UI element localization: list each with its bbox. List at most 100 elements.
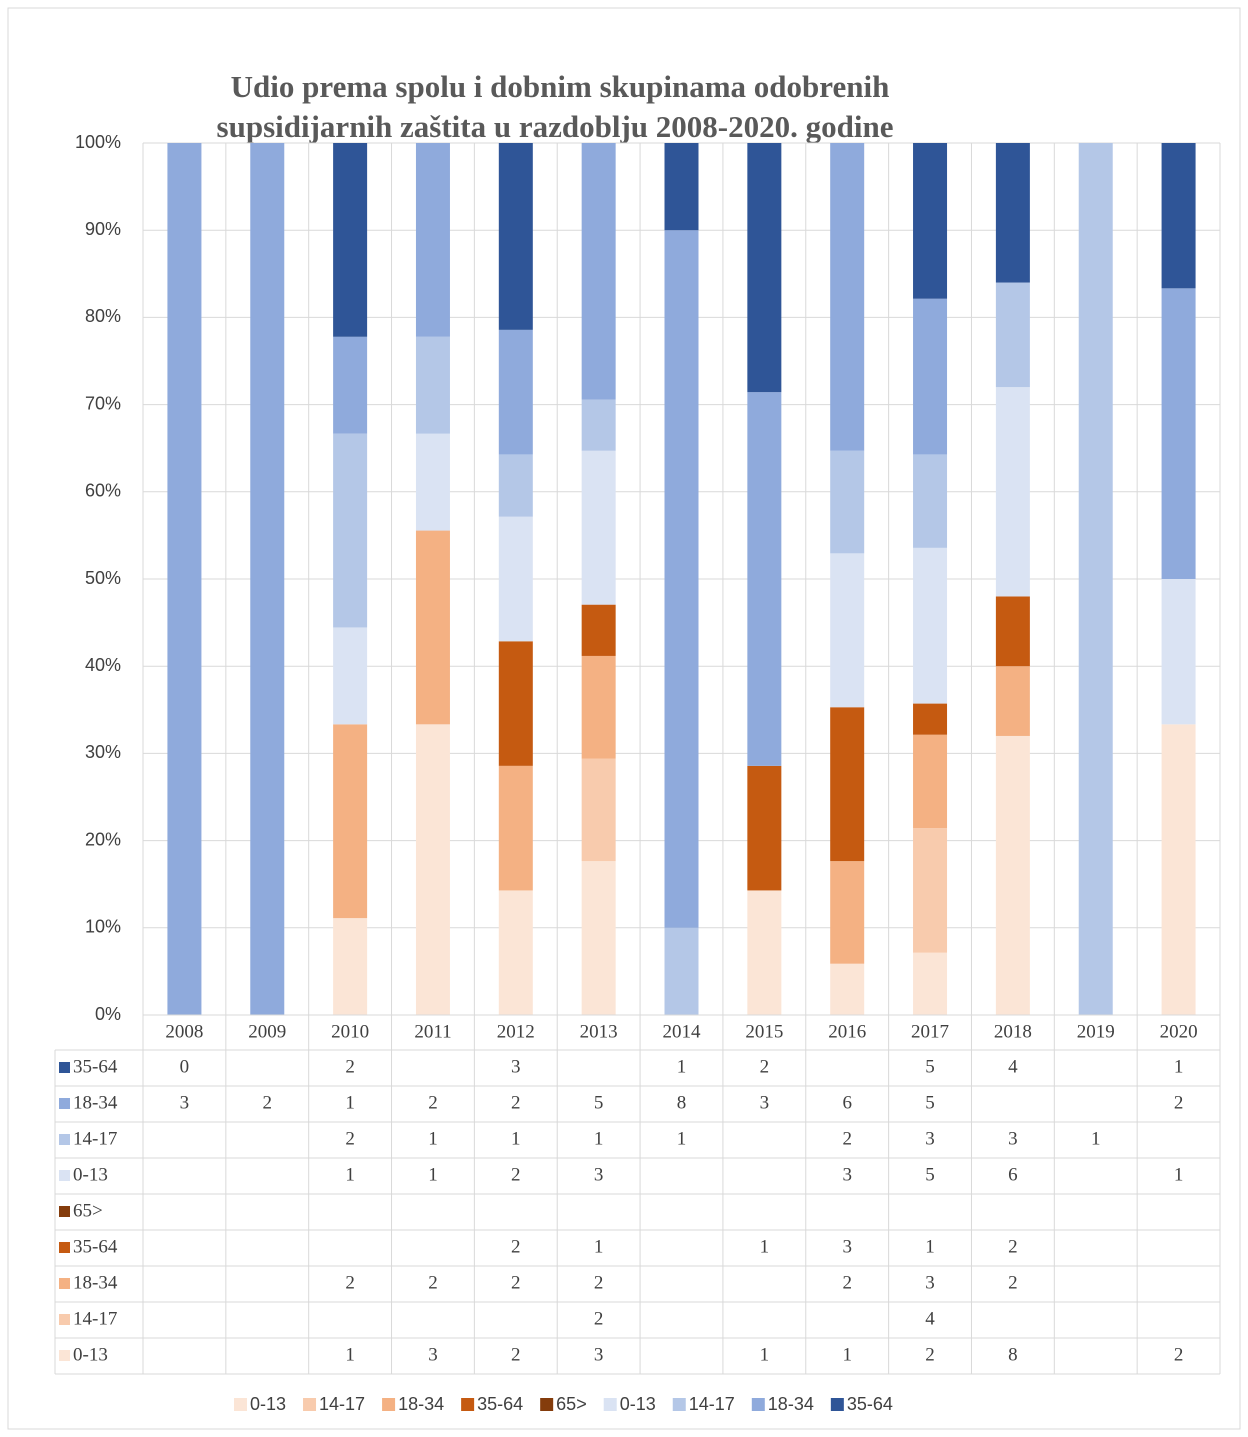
legend-swatch [59, 1314, 70, 1325]
legend-swatch [382, 1398, 396, 1411]
table-cell: 2 [511, 1164, 521, 1185]
table-cell: 1 [428, 1164, 438, 1185]
bar-segment [581, 143, 616, 400]
bar-segment [995, 143, 1030, 283]
bar-segment [747, 765, 782, 891]
table-cell: 2 [1008, 1236, 1018, 1257]
table-row-label: 18-34 [73, 1092, 118, 1113]
bar-segment [333, 336, 368, 434]
table-cell: 2 [594, 1272, 604, 1293]
table-cell: 0 [180, 1056, 190, 1077]
y-tick-label: 20% [85, 829, 121, 849]
legend-swatch [59, 1098, 70, 1109]
bar-segment [913, 734, 948, 829]
table-cell: 1 [1091, 1128, 1101, 1149]
bar-segment [1078, 143, 1113, 1015]
x-tick-label: 2015 [745, 1021, 783, 1042]
table-cell: 3 [1008, 1128, 1018, 1149]
bar-segment [333, 627, 368, 725]
table-cell: 1 [345, 1092, 355, 1113]
table-cell: 2 [511, 1092, 521, 1113]
table-row-label: 35-64 [73, 1056, 118, 1077]
table-row-label: 0-13 [73, 1164, 108, 1185]
legend-label: 0-13 [250, 1394, 286, 1414]
table-cell: 2 [842, 1128, 852, 1149]
y-tick-label: 10% [85, 917, 121, 937]
table-cell: 1 [677, 1056, 687, 1077]
bar-segment [995, 387, 1030, 597]
legend-label: 18-34 [768, 1394, 814, 1414]
table-cell: 5 [925, 1164, 935, 1185]
table-cell: 1 [345, 1164, 355, 1185]
legend-swatch [461, 1398, 475, 1411]
bar-segment [1161, 579, 1196, 725]
x-tick-label: 2014 [663, 1021, 702, 1042]
bar-segment [415, 724, 450, 1015]
bar-segment [995, 735, 1030, 1015]
legend-swatch [59, 1242, 70, 1253]
table-cell: 3 [428, 1344, 438, 1365]
legend-swatch [59, 1350, 70, 1361]
legend-label: 0-13 [620, 1394, 656, 1414]
table-cell: 3 [594, 1344, 604, 1365]
legend-label: 18-34 [398, 1394, 444, 1414]
legend-swatch [540, 1398, 554, 1411]
table-cell: 2 [345, 1272, 355, 1293]
y-tick-label: 70% [85, 393, 121, 413]
table-cell: 5 [594, 1092, 604, 1113]
bar-segment [747, 143, 782, 393]
table-cell: 3 [925, 1272, 935, 1293]
bar-segment [995, 666, 1030, 736]
table-cell: 1 [511, 1128, 521, 1149]
bar-segment [167, 143, 202, 1015]
table-cell: 3 [511, 1056, 521, 1077]
y-tick-label: 0% [95, 1004, 121, 1024]
bar-segment [913, 952, 948, 1015]
y-tick-label: 40% [85, 655, 121, 675]
table-cell: 6 [842, 1092, 852, 1113]
table-cell: 5 [925, 1092, 935, 1113]
table-cell: 3 [925, 1128, 935, 1149]
legend-swatch [830, 1398, 844, 1411]
legend-swatch [234, 1398, 247, 1411]
table-cell: 8 [677, 1092, 687, 1113]
x-tick-label: 2009 [248, 1021, 286, 1042]
table-cell: 1 [1174, 1164, 1184, 1185]
table-cell: 2 [511, 1344, 521, 1365]
legend-swatch [59, 1206, 70, 1217]
bar-segment [333, 918, 368, 1015]
bar-segment [830, 861, 865, 964]
bar-segment [830, 143, 865, 451]
bar-segment [581, 655, 616, 759]
bar-segment [581, 399, 616, 451]
bar-segment [913, 547, 948, 704]
x-tick-label: 2018 [994, 1021, 1032, 1042]
bar-segment [498, 641, 533, 766]
y-tick-label: 90% [85, 219, 121, 239]
chart-title: supsidijarnih zaštita u razdoblju 2008-2… [217, 109, 894, 144]
bar-segment [664, 230, 699, 928]
legend-label: 65> [556, 1394, 587, 1414]
table-row-label: 14-17 [73, 1128, 117, 1149]
bar-segment [747, 890, 782, 1015]
table-cell: 1 [345, 1344, 355, 1365]
bar-segment [498, 454, 533, 517]
bar-segment [498, 516, 533, 642]
table-cell: 2 [428, 1092, 438, 1113]
chart-frame [7, 7, 1241, 1430]
table-cell: 8 [1008, 1344, 1018, 1365]
bar-segment [1161, 143, 1196, 289]
x-tick-label: 2019 [1077, 1021, 1115, 1042]
table-cell: 3 [760, 1092, 770, 1113]
bar-segment [581, 861, 616, 1015]
table-cell: 2 [760, 1056, 770, 1077]
y-tick-label: 60% [85, 481, 121, 501]
table-cell: 2 [345, 1056, 355, 1077]
legend-label: 35-64 [847, 1394, 893, 1414]
table-cell: 2 [511, 1236, 521, 1257]
bar-segment [747, 392, 782, 766]
x-tick-label: 2012 [497, 1021, 535, 1042]
bar-segment [995, 282, 1030, 388]
table-cell: 2 [1008, 1272, 1018, 1293]
